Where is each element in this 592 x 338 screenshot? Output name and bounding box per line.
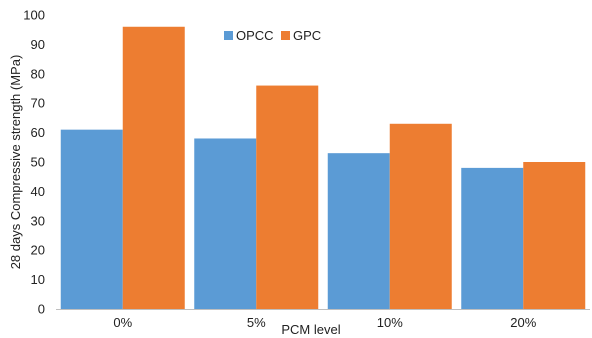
- bar-gpc-20pct: [523, 162, 586, 309]
- y-axis-ticks: 0 10 20 30 40 50 60 70 80 90 100: [23, 8, 45, 317]
- y-tick-label: 20: [31, 243, 45, 258]
- bar-opcc-10pct: [327, 153, 390, 309]
- y-tick-label: 100: [23, 8, 45, 23]
- legend-swatch-gpc: [281, 31, 290, 40]
- x-tick-label: 5%: [247, 315, 266, 330]
- legend: OPCC GPC: [224, 28, 321, 43]
- y-tick-label: 80: [31, 66, 45, 81]
- bar-opcc-20pct: [461, 167, 524, 309]
- bar-gpc-0pct: [122, 26, 185, 309]
- y-tick-label: 10: [31, 272, 45, 287]
- legend-label-gpc: GPC: [293, 28, 321, 43]
- y-tick-label: 70: [31, 96, 45, 111]
- y-tick-label: 50: [31, 155, 45, 170]
- y-tick-label: 90: [31, 37, 45, 52]
- bar-opcc-5pct: [194, 138, 257, 309]
- bar-gpc-5pct: [256, 85, 319, 309]
- bar-opcc-0pct: [60, 129, 123, 309]
- x-axis-title: PCM level: [281, 322, 340, 337]
- y-tick-label: 0: [38, 302, 45, 317]
- legend-swatch-opcc: [224, 31, 233, 40]
- y-axis-title: 28 days Compressive strength (MPa): [8, 55, 23, 270]
- y-tick-label: 60: [31, 125, 45, 140]
- bars: [60, 26, 586, 309]
- bar-gpc-10pct: [389, 123, 452, 309]
- y-tick-label: 30: [31, 213, 45, 228]
- x-axis-ticks: 0% 5% 10% 20%: [113, 315, 536, 330]
- x-tick-label: 10%: [377, 315, 403, 330]
- x-tick-label: 0%: [113, 315, 132, 330]
- legend-label-opcc: OPCC: [236, 28, 274, 43]
- y-tick-label: 40: [31, 184, 45, 199]
- x-tick-label: 20%: [510, 315, 536, 330]
